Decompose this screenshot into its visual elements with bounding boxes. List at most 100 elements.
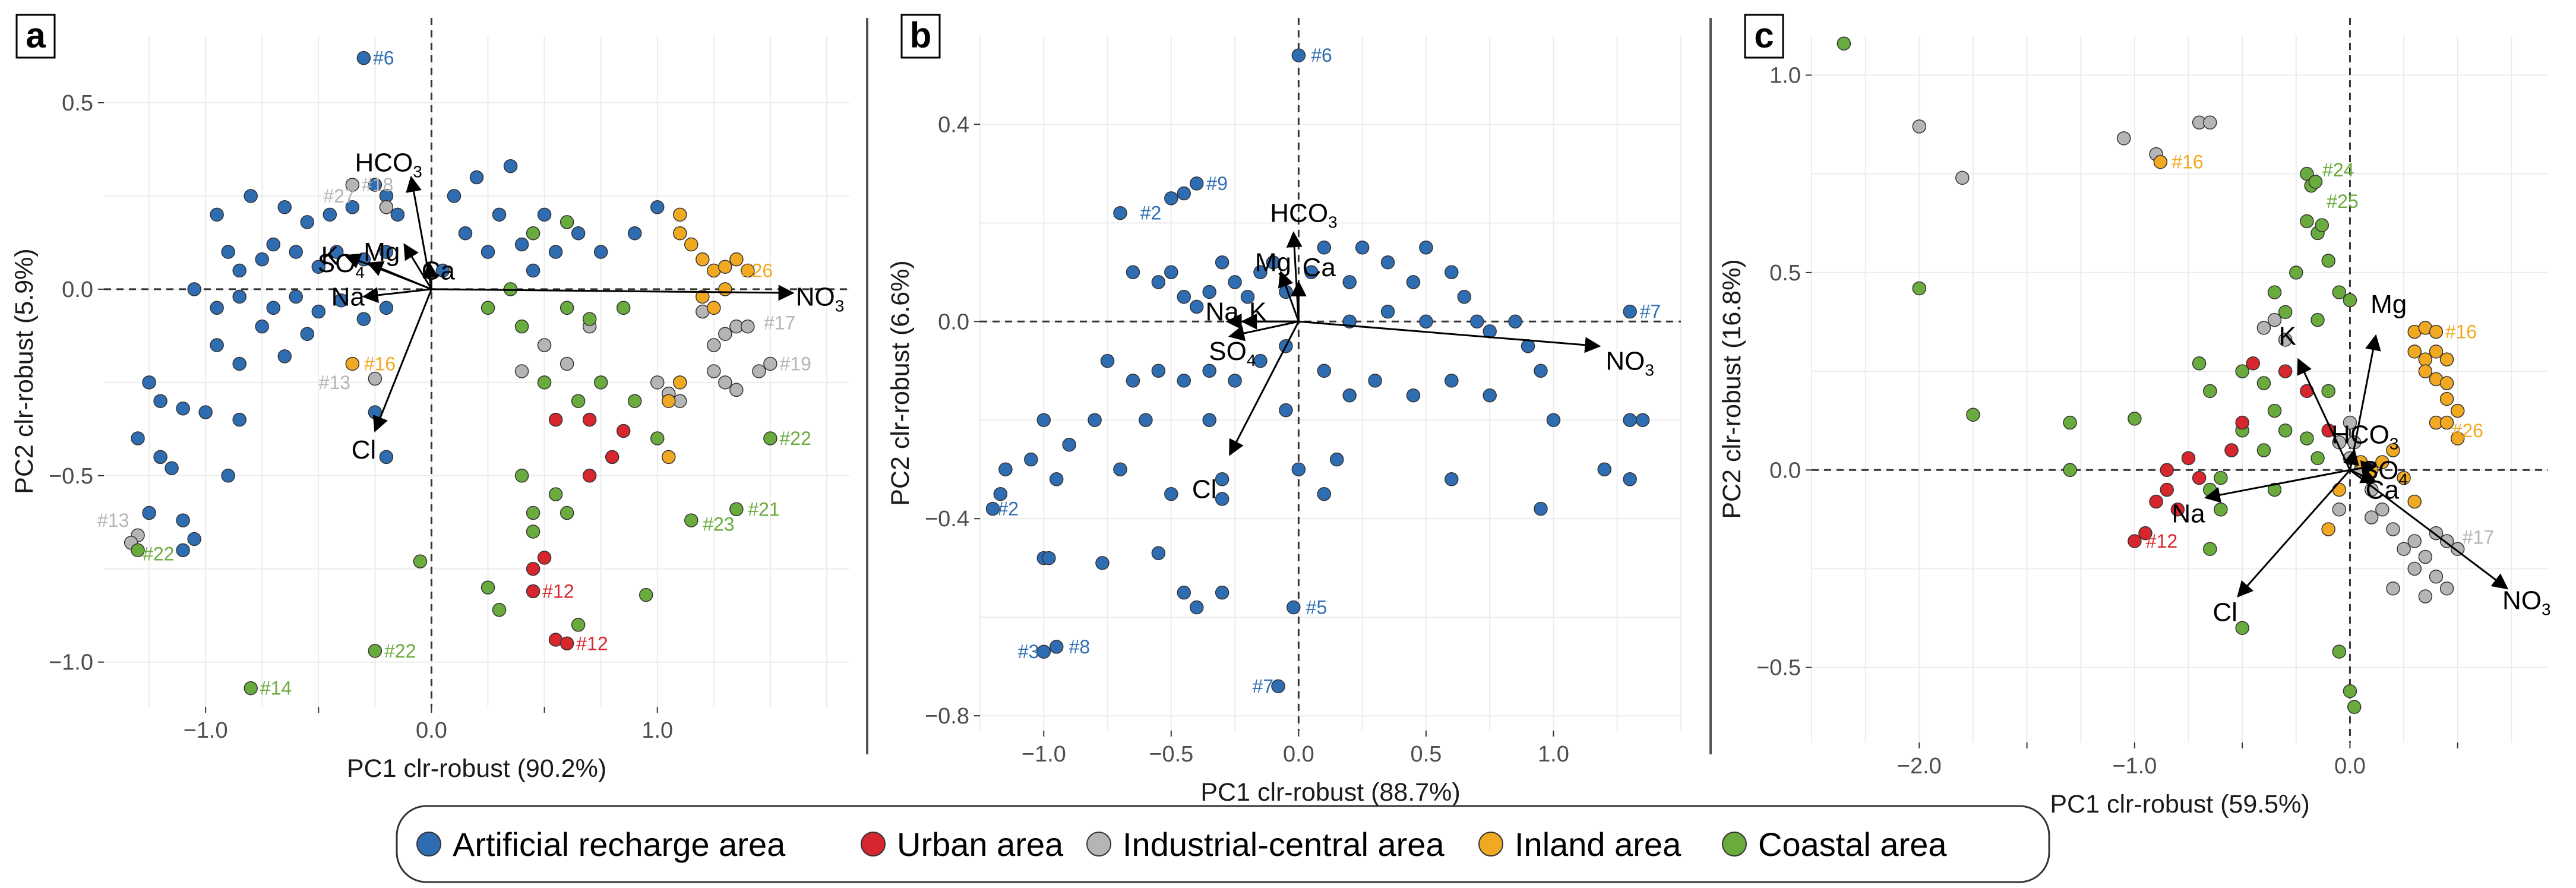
data-point-artificial <box>1329 452 1344 467</box>
data-point-coastal <box>1966 407 1980 422</box>
panel-c: c −2.0 −1.0 0.0 −0.5 0.0 0.5 1.0 PC1 clr-robust … <box>1718 14 2551 819</box>
data-point-industrial <box>2407 561 2422 576</box>
data-point-industrial <box>1912 119 1927 134</box>
data-point-artificial <box>514 237 529 252</box>
data-point-inland <box>741 263 755 278</box>
sample-label: #8 <box>1069 636 1091 658</box>
data-point-coastal <box>537 375 552 390</box>
data-point-artificial <box>526 263 541 278</box>
sample-label: #25 <box>2327 191 2358 212</box>
data-point-artificial <box>131 431 145 445</box>
y-tick-label: 0.5 <box>1769 261 1801 286</box>
data-point-artificial <box>379 245 394 259</box>
data-point-coastal <box>2343 684 2357 699</box>
data-point-artificial <box>244 189 258 203</box>
data-point-urban <box>2170 503 2185 517</box>
legend: Artificial recharge area Urban area Indust… <box>396 805 2050 883</box>
loading-arrow <box>1228 320 1299 342</box>
y-tick-label: −0.5 <box>1756 656 1801 681</box>
x-axis-title: PC1 clr-robust (59.5%) <box>2050 790 2309 819</box>
x-tick-label: −0.5 <box>1149 742 1193 767</box>
sample-label: #22 <box>780 428 811 449</box>
loading-label: Ca <box>2366 476 2400 505</box>
panel-letter-box <box>1744 14 1784 59</box>
sample-label: #12 <box>576 633 608 654</box>
data-point-artificial <box>1271 679 1285 694</box>
data-point-inland <box>2439 376 2454 390</box>
data-point-artificial <box>368 405 383 419</box>
data-point-artificial <box>1062 437 1076 452</box>
data-point-industrial <box>2418 589 2433 603</box>
data-point-coastal <box>514 469 529 483</box>
data-point-artificial <box>232 263 246 278</box>
data-point-artificial <box>1215 492 1229 506</box>
sample-label: #2 <box>997 498 1019 520</box>
data-point-artificial <box>1215 585 1229 600</box>
data-point-coastal <box>2315 218 2330 232</box>
data-point-artificial <box>1189 176 1204 191</box>
data-point-coastal <box>2300 431 2314 445</box>
data-point-artificial <box>1469 314 1484 329</box>
sample-label: #2 <box>1140 203 1162 224</box>
data-point-industrial <box>2343 415 2357 430</box>
data-point-artificial <box>1623 304 1637 319</box>
data-point-inland <box>2429 345 2444 359</box>
sample-label: #23 <box>703 513 734 535</box>
data-point-artificial <box>1189 299 1204 314</box>
legend-swatch-coastal <box>1722 832 1747 857</box>
y-axis-title: PC2 clr-robust (5.9%) <box>10 248 39 494</box>
data-point-artificial <box>1355 241 1370 255</box>
data-point-industrial <box>1955 170 1970 185</box>
data-point-coastal <box>2235 621 2249 635</box>
y-tick-label: −1.0 <box>49 650 93 675</box>
sample-label: #24 <box>2322 159 2354 181</box>
data-point-inland <box>696 289 710 304</box>
data-point-industrial <box>2429 570 2444 584</box>
sample-label: #27 <box>323 185 355 207</box>
data-point-coastal <box>526 505 541 520</box>
data-point-coastal <box>2343 293 2357 308</box>
data-point-artificial <box>142 505 156 520</box>
sample-label: #16 <box>2172 151 2203 173</box>
data-point-artificial <box>277 200 292 214</box>
data-point-artificial <box>998 462 1013 476</box>
data-point-artificial <box>492 207 507 222</box>
data-point-coastal <box>492 603 507 617</box>
y-tick-label: 0.0 <box>938 309 969 334</box>
panel-b: b −1.0 −0.5 0.0 0.5 1.0 −0.8 −0.4 0.0 0.4 PC1 clr-… <box>886 14 1681 807</box>
loading-label: Cl <box>352 435 377 464</box>
data-point-artificial <box>210 207 224 222</box>
data-point-inland <box>729 252 744 267</box>
data-point-coastal <box>2311 451 2325 466</box>
data-point-coastal <box>2332 285 2347 299</box>
data-point-artificial <box>329 245 344 259</box>
legend-label-inland: Inland area <box>1515 826 1681 863</box>
data-point-artificial <box>1368 374 1382 388</box>
data-point-artificial <box>1151 364 1166 378</box>
legend-label-industrial: Industrial-central area <box>1123 826 1445 863</box>
data-point-artificial <box>1177 585 1191 600</box>
data-point-artificial <box>221 245 235 259</box>
sample-label: #13 <box>319 372 350 393</box>
data-point-industrial <box>2418 549 2433 564</box>
data-point-artificial <box>1113 206 1127 220</box>
data-point-artificial <box>1202 285 1216 299</box>
data-point-coastal <box>2332 644 2347 659</box>
data-point-artificial <box>345 200 360 214</box>
data-point-artificial <box>232 412 246 427</box>
loading-arrow <box>2350 460 2378 476</box>
data-point-industrial <box>345 178 360 192</box>
sample-label: #22 <box>143 543 174 565</box>
data-point-coastal <box>571 394 586 408</box>
data-point-industrial <box>2203 115 2217 130</box>
sample-label: #12 <box>2146 530 2177 552</box>
data-point-coastal <box>639 587 653 602</box>
loading-arrow <box>2349 469 2509 590</box>
data-point-artificial <box>993 486 1008 501</box>
loading-label: HCO3 <box>1270 199 1337 232</box>
data-point-coastal <box>684 513 698 527</box>
data-point-industrial <box>2364 482 2379 497</box>
data-point-artificial <box>537 207 552 222</box>
data-point-artificial <box>1304 265 1319 280</box>
